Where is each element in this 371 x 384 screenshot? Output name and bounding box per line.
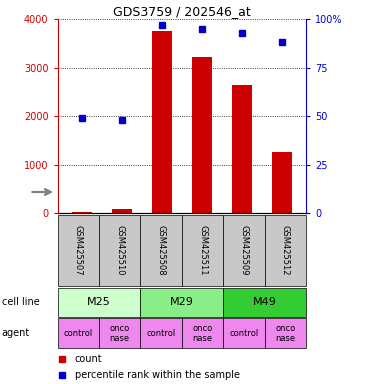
Text: percentile rank within the sample: percentile rank within the sample	[75, 370, 240, 380]
Bar	[232, 85, 252, 213]
Text: M49: M49	[253, 297, 277, 308]
Bar	[223, 288, 306, 317]
Bar	[58, 318, 99, 348]
Text: GSM425510: GSM425510	[115, 225, 124, 276]
Text: GSM425508: GSM425508	[157, 225, 165, 276]
Text: control: control	[63, 329, 93, 338]
Bar	[182, 215, 223, 286]
Bar	[182, 318, 223, 348]
Bar	[99, 215, 140, 286]
Text: control: control	[229, 329, 259, 338]
Text: onco
nase: onco nase	[109, 324, 130, 343]
Bar	[265, 318, 306, 348]
Text: M29: M29	[170, 297, 194, 308]
Text: cell line: cell line	[2, 297, 40, 308]
Bar	[112, 209, 132, 213]
Bar	[265, 215, 306, 286]
Bar	[99, 318, 140, 348]
Bar	[140, 318, 182, 348]
Text: onco
nase: onco nase	[193, 324, 213, 343]
Bar	[72, 212, 92, 213]
Text: GSM425509: GSM425509	[239, 225, 249, 276]
Text: M25: M25	[87, 297, 111, 308]
Bar	[223, 215, 265, 286]
Bar	[140, 215, 182, 286]
Text: GSM425512: GSM425512	[281, 225, 290, 276]
Bar	[58, 288, 140, 317]
Text: agent: agent	[2, 328, 30, 338]
Bar	[140, 288, 223, 317]
Text: count: count	[75, 354, 102, 364]
Text: GSM425511: GSM425511	[198, 225, 207, 276]
Text: GSM425507: GSM425507	[74, 225, 83, 276]
Bar	[192, 56, 212, 213]
Bar	[58, 215, 99, 286]
Bar	[272, 152, 292, 213]
Bar	[223, 318, 265, 348]
Text: control: control	[147, 329, 176, 338]
Title: GDS3759 / 202546_at: GDS3759 / 202546_at	[113, 5, 251, 18]
Text: onco
nase: onco nase	[275, 324, 295, 343]
Bar	[152, 31, 172, 213]
